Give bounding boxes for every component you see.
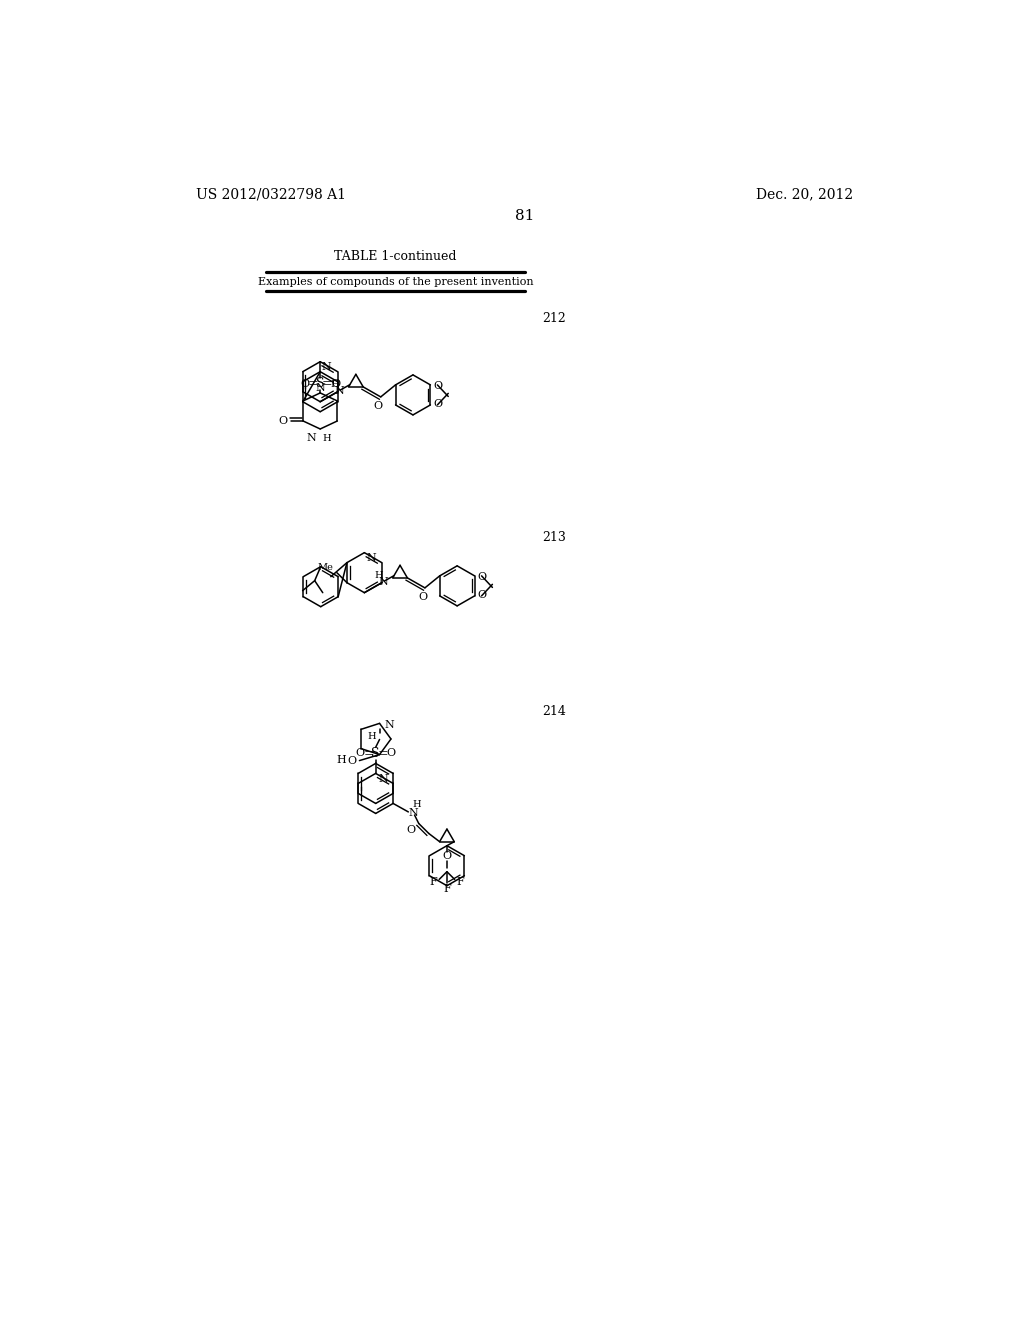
Text: N: N [384,719,394,730]
Text: H: H [323,434,331,442]
Text: O: O [478,590,486,601]
Text: =: = [322,378,333,391]
Text: =: = [364,747,374,760]
Text: Me: Me [317,562,334,572]
Text: N: N [315,383,325,392]
Text: H: H [375,572,383,581]
Text: O: O [442,850,452,861]
Text: S: S [316,378,325,391]
Text: O: O [418,593,427,602]
Text: F: F [457,876,464,887]
Text: Examples of compounds of the present invention: Examples of compounds of the present inv… [258,277,534,286]
Text: O: O [478,572,486,582]
Text: N: N [367,553,377,564]
Text: Dec. 20, 2012: Dec. 20, 2012 [757,187,853,202]
Text: 213: 213 [543,531,566,544]
Text: N: N [409,808,418,818]
Text: F: F [430,876,437,887]
Text: N: N [378,774,388,784]
Text: 81: 81 [515,209,535,223]
Text: O: O [331,379,340,388]
Text: TABLE 1-continued: TABLE 1-continued [334,251,457,264]
Text: O: O [355,748,365,759]
Text: 212: 212 [543,312,566,325]
Text: H: H [413,800,421,809]
Text: H: H [336,755,346,764]
Text: O: O [433,399,442,409]
Text: O: O [387,748,395,759]
Text: S: S [372,747,380,760]
Text: O: O [278,416,287,426]
Text: H: H [368,731,376,741]
Text: US 2012/0322798 A1: US 2012/0322798 A1 [197,187,346,202]
Text: O: O [347,755,356,766]
Text: O: O [433,380,442,391]
Text: F: F [443,884,451,894]
Text: =: = [308,378,318,391]
Text: N: N [335,385,344,396]
Text: O: O [407,825,416,834]
Text: O: O [374,401,383,411]
Text: H: H [331,380,339,389]
Text: =: = [377,747,388,760]
Text: 214: 214 [543,705,566,718]
Text: N: N [306,433,316,444]
Text: N: N [379,577,388,587]
Text: N: N [322,362,332,372]
Text: O: O [300,379,309,388]
